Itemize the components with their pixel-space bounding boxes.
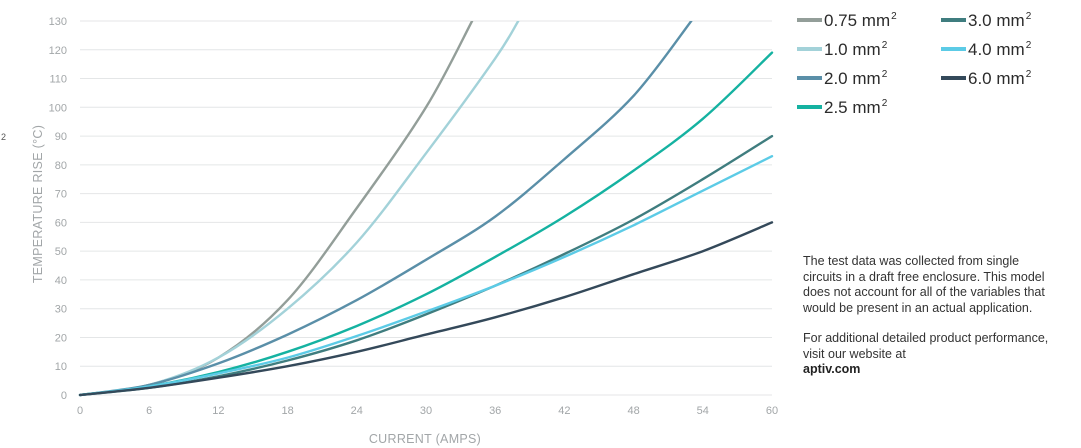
x-tick-label: 12 (212, 405, 224, 417)
series-line-4 (78, 134, 774, 397)
legend-superscript-1: 2 (882, 40, 888, 51)
y-tick-label: 90 (55, 131, 67, 143)
y-tick-label: 30 (55, 304, 67, 316)
x-tick-label: 0 (77, 405, 83, 417)
series-line-1 (78, 21, 520, 397)
y-tick-label: 20 (55, 332, 67, 344)
legend-label-4: 3.0 mm (968, 11, 1025, 30)
legend-label-0: 0.75 mm (824, 11, 890, 30)
legend-superscript-6: 2 (1026, 69, 1032, 80)
legend-label-1: 1.0 mm (824, 40, 881, 59)
y-tick-label: 10 (55, 361, 67, 373)
legend-superscript-3: 2 (882, 98, 888, 109)
x-tick-label: 60 (766, 405, 778, 417)
note-paragraph-1: The test data was collected from single … (803, 254, 1045, 315)
y-tick-label: 80 (55, 160, 67, 172)
legend-superscript-2: 2 (882, 69, 888, 80)
series-line-2 (78, 21, 693, 397)
x-tick-label: 30 (420, 405, 432, 417)
y-tick-label: 110 (49, 74, 67, 86)
test-data-note: The test data was collected from single … (803, 254, 1053, 378)
series-lines (78, 21, 774, 397)
y-tick-label: 70 (55, 189, 67, 201)
y-tick-label: 50 (55, 246, 67, 258)
series-line-5 (78, 155, 774, 397)
x-tick-label: 54 (697, 405, 709, 417)
stray-superscript-mark: 2 (1, 132, 6, 142)
x-tick-label: 24 (351, 405, 363, 417)
legend-superscript-0: 2 (891, 11, 897, 22)
y-axis-title: TEMPERATURE RISE (°C) (31, 125, 45, 283)
x-axis-ticks: 0 6 12 18 24 30 36 42 48 54 60 (77, 405, 778, 417)
x-tick-label: 18 (281, 405, 293, 417)
y-tick-label: 130 (49, 16, 67, 28)
y-axis-ticks: 0 10 20 30 40 50 60 70 80 90 100 110 120 130 (49, 16, 67, 402)
legend-superscript-4: 2 (1026, 11, 1032, 22)
legend-label-6: 6.0 mm (968, 69, 1025, 88)
y-tick-label: 120 (49, 45, 67, 57)
y-tick-label: 0 (61, 390, 67, 402)
website-link[interactable]: aptiv.com (803, 362, 861, 376)
legend-label-2: 2.0 mm (824, 69, 881, 88)
note-paragraph-2: For additional detailed product performa… (803, 331, 1053, 378)
x-tick-label: 42 (558, 405, 570, 417)
legend-superscript-5: 2 (1026, 40, 1032, 51)
series-line-6 (78, 221, 774, 397)
legend: 0.75 mm 21.0 mm 22.0 mm 22.5 mm 23.0 mm 24.0 … (797, 11, 1032, 117)
x-tick-label: 6 (146, 405, 152, 417)
x-tick-label: 48 (627, 405, 639, 417)
y-tick-label: 100 (49, 102, 67, 114)
legend-label-5: 4.0 mm (968, 40, 1025, 59)
x-tick-label: 36 (489, 405, 501, 417)
grid-lines (80, 20, 772, 396)
y-tick-label: 60 (55, 217, 67, 229)
note-paragraph-2-text: For additional detailed product performa… (803, 331, 1049, 361)
series-line-3 (78, 51, 774, 397)
y-tick-label: 40 (55, 275, 67, 287)
x-axis-title: CURRENT (AMPS) (369, 432, 481, 446)
legend-label-3: 2.5 mm (824, 98, 881, 117)
